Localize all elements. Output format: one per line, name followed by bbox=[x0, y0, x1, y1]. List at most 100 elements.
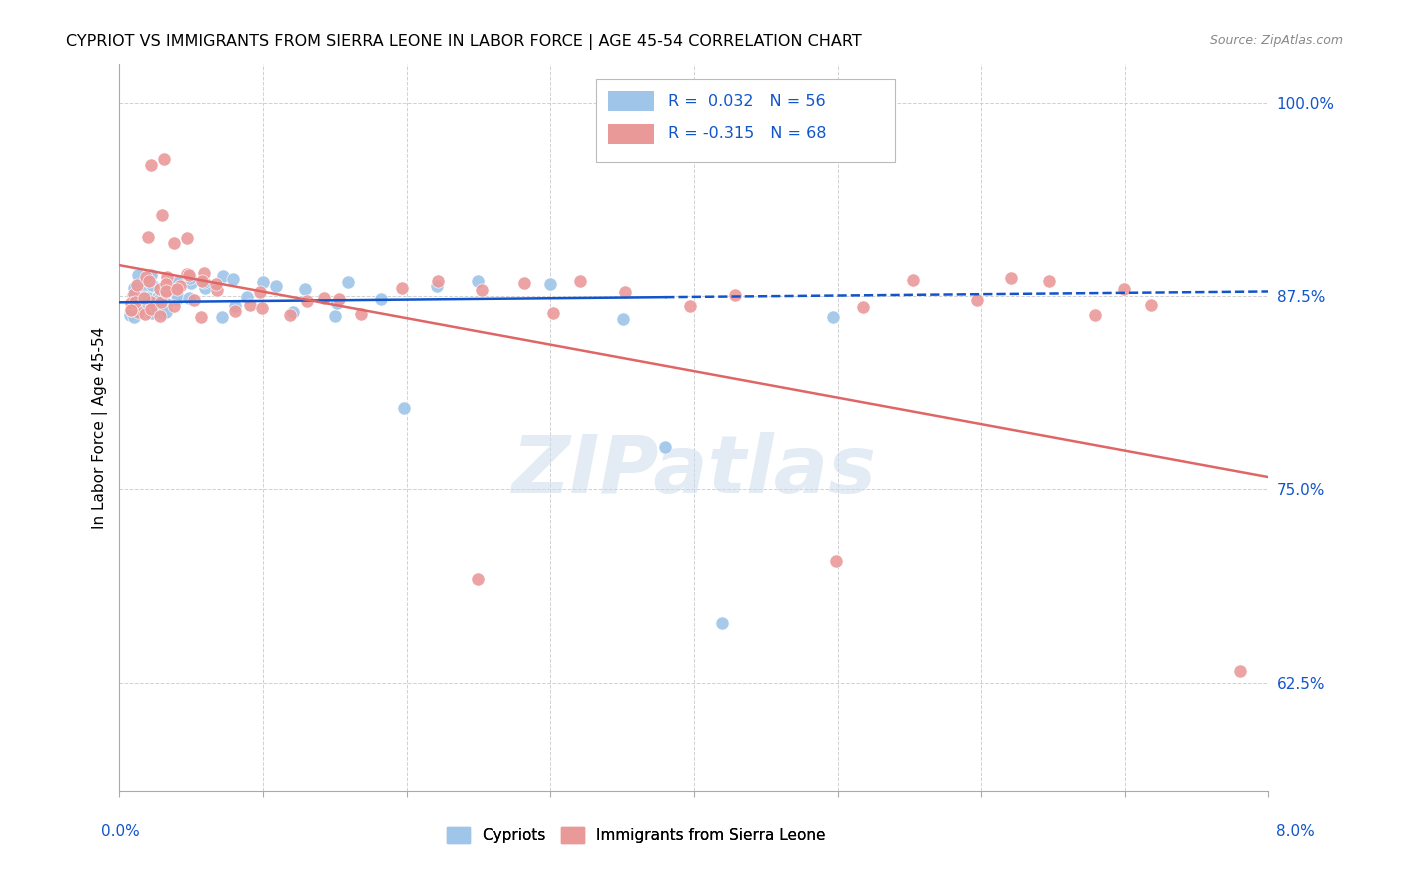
Point bbox=[252, 301, 274, 315]
Point bbox=[138, 274, 160, 288]
Point bbox=[901, 273, 924, 287]
Point bbox=[152, 298, 174, 312]
Point bbox=[212, 268, 235, 283]
Point bbox=[136, 273, 159, 287]
Point bbox=[538, 277, 561, 291]
Point bbox=[135, 298, 157, 312]
Point bbox=[141, 301, 163, 316]
Point bbox=[427, 274, 450, 288]
Point bbox=[134, 290, 156, 304]
Text: 0.0%: 0.0% bbox=[101, 824, 141, 838]
Point bbox=[350, 308, 373, 322]
Point bbox=[252, 276, 274, 290]
Point bbox=[169, 279, 191, 293]
Point bbox=[543, 305, 565, 319]
Point bbox=[167, 281, 190, 295]
Point bbox=[193, 267, 215, 281]
Point bbox=[148, 293, 170, 307]
Point bbox=[155, 296, 177, 310]
Point bbox=[120, 303, 142, 318]
Point bbox=[176, 230, 198, 244]
Point bbox=[134, 307, 156, 321]
Text: 8.0%: 8.0% bbox=[1275, 824, 1315, 838]
Point bbox=[139, 157, 162, 171]
Point bbox=[295, 293, 318, 308]
Point bbox=[236, 290, 259, 304]
Point bbox=[136, 291, 159, 305]
Point bbox=[124, 297, 146, 311]
Point bbox=[176, 267, 198, 281]
Text: R =  0.032 N = 56: R = 0.032 N = 56 bbox=[668, 94, 825, 109]
Point bbox=[166, 282, 188, 296]
Point bbox=[224, 300, 246, 314]
Point bbox=[149, 294, 172, 309]
Point bbox=[155, 277, 177, 292]
Point bbox=[122, 287, 145, 301]
Point bbox=[467, 572, 489, 586]
Legend: Cypriots, Immigrants from Sierra Leone: Cypriots, Immigrants from Sierra Leone bbox=[441, 821, 832, 849]
Point bbox=[167, 277, 190, 291]
Point bbox=[167, 276, 190, 290]
Point bbox=[163, 299, 186, 313]
Point bbox=[135, 285, 157, 299]
Point bbox=[134, 292, 156, 306]
Point bbox=[135, 269, 157, 284]
Point bbox=[183, 293, 205, 307]
Point bbox=[166, 288, 188, 302]
Point bbox=[155, 285, 177, 299]
Point bbox=[191, 274, 214, 288]
Point bbox=[392, 401, 415, 415]
Point bbox=[337, 275, 360, 289]
Point bbox=[426, 278, 449, 293]
Point bbox=[1000, 271, 1022, 285]
Point bbox=[124, 294, 146, 309]
Point bbox=[323, 309, 346, 323]
Point bbox=[139, 295, 162, 310]
Point bbox=[121, 296, 143, 310]
Point bbox=[163, 235, 186, 250]
Point bbox=[134, 298, 156, 312]
Point bbox=[966, 293, 988, 307]
Point bbox=[179, 271, 201, 285]
Point bbox=[150, 208, 173, 222]
Text: Source: ZipAtlas.com: Source: ZipAtlas.com bbox=[1209, 34, 1343, 47]
Point bbox=[328, 292, 350, 306]
Point bbox=[155, 304, 177, 318]
Point bbox=[224, 303, 246, 318]
Point bbox=[614, 285, 637, 300]
Point bbox=[612, 312, 634, 326]
Point bbox=[120, 302, 142, 317]
Point bbox=[138, 268, 160, 282]
Point bbox=[139, 268, 162, 283]
Point bbox=[194, 281, 217, 295]
Point bbox=[370, 293, 392, 307]
Point bbox=[155, 285, 177, 299]
Point bbox=[135, 273, 157, 287]
Point bbox=[127, 268, 149, 282]
Point bbox=[1139, 298, 1161, 312]
Point bbox=[294, 282, 316, 296]
Point bbox=[391, 280, 413, 294]
Point bbox=[222, 271, 245, 285]
Point bbox=[724, 288, 747, 302]
Point bbox=[180, 276, 202, 290]
FancyBboxPatch shape bbox=[607, 91, 654, 112]
Point bbox=[710, 615, 733, 630]
Point bbox=[125, 280, 148, 294]
Point bbox=[153, 153, 176, 167]
Point bbox=[823, 310, 845, 324]
Point bbox=[1084, 308, 1107, 322]
Point bbox=[141, 306, 163, 320]
Text: ZIPatlas: ZIPatlas bbox=[512, 433, 876, 510]
Point bbox=[136, 301, 159, 316]
Point bbox=[120, 308, 142, 322]
Point bbox=[654, 440, 676, 454]
Point bbox=[149, 282, 172, 296]
Point bbox=[569, 274, 592, 288]
Point bbox=[249, 285, 271, 299]
Point bbox=[148, 290, 170, 304]
Point bbox=[205, 283, 228, 297]
Point bbox=[166, 292, 188, 306]
Point bbox=[122, 310, 145, 324]
Point bbox=[513, 276, 536, 290]
